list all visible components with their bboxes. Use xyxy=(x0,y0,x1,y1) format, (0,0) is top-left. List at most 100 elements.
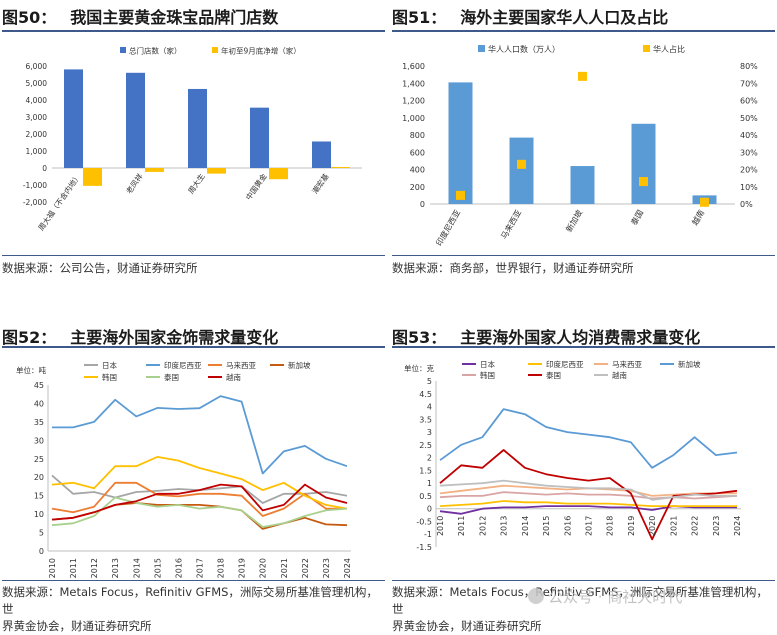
fig53-xtick-11: 2021 xyxy=(669,516,678,536)
fig51-ytick-0: 0 xyxy=(420,200,425,209)
fig52-panel: 图52： 主要海外国家金饰需求量变化 单位：吨 日本 印度尼西亚 马来西亚 新加坡 韩国 泰国… xyxy=(2,324,385,633)
fig53-xtick-7: 2017 xyxy=(585,516,594,536)
fig51-marker-4 xyxy=(700,197,709,207)
fig52-number: 图52： xyxy=(2,328,57,347)
fig50-bar-s0-3 xyxy=(250,107,269,168)
watermark: 公众号 · 商社大时代 xyxy=(528,586,682,607)
fig52-legend-label-4: 韩国 xyxy=(102,372,117,382)
fig50-bar-s0-1 xyxy=(126,72,145,168)
fig52-ytick-9: 45 xyxy=(34,381,44,390)
fig52-ytick-2: 10 xyxy=(34,510,44,519)
fig53-legend-label-4: 韩国 xyxy=(480,370,495,380)
fig51-xtick-4: 越南 xyxy=(690,208,707,227)
fig50-bottom-rule xyxy=(2,255,385,256)
fig50-legend-swatch-0 xyxy=(120,47,126,53)
fig52-legend-label-3: 新加坡 xyxy=(288,360,311,370)
fig53-xtick-0: 2010 xyxy=(436,516,445,536)
fig53-ytick-10: 3.5 xyxy=(419,415,432,424)
fig51-xtick-0: 印度尼西亚 xyxy=(434,208,463,248)
fig53-xtick-1: 2011 xyxy=(457,516,466,536)
fig51-legend-swatch-1 xyxy=(643,45,650,52)
fig50-title: 图50： 我国主要黄金珠宝品牌门店数 xyxy=(2,4,278,30)
fig53-ytick-9: 3 xyxy=(427,428,432,437)
fig53-xtick-9: 2019 xyxy=(627,516,636,536)
fig52-xtick-10: 2020 xyxy=(259,558,268,578)
fig52-xtick-12: 2022 xyxy=(301,558,310,578)
fig51-y2tick-7: 70% xyxy=(740,79,758,88)
fig51-y2tick-2: 20% xyxy=(740,166,758,175)
fig53-xtick-8: 2018 xyxy=(606,516,615,536)
fig53-xtick-3: 2013 xyxy=(500,516,509,536)
fig52-ytick-6: 30 xyxy=(34,436,44,445)
fig51-y2tick-4: 40% xyxy=(740,131,758,140)
fig53-ytick-6: 1.5 xyxy=(419,466,432,475)
fig53-legend-label-2: 马来西亚 xyxy=(612,360,642,369)
fig52-legend-label-6: 越南 xyxy=(226,372,241,382)
fig50-title-text: 我国主要黄金珠宝品牌门店数 xyxy=(70,8,279,27)
fig52-ytick-4: 20 xyxy=(34,473,44,482)
fig51-y2tick-8: 80% xyxy=(740,62,758,71)
fig53-line-4 xyxy=(439,491,738,500)
fig51-marker-0 xyxy=(456,190,465,200)
fig53-line-6 xyxy=(439,479,737,501)
fig50-bar-s1-4 xyxy=(331,166,350,168)
fig52-title-text: 主要海外国家金饰需求量变化 xyxy=(70,328,279,347)
fig50-top-rule xyxy=(2,30,385,32)
fig50-ytick-3: 1,000 xyxy=(26,147,48,156)
fig52-ytick-1: 5 xyxy=(39,529,44,538)
fig53-source-line1: 数据来源：Metals Focus，Refinitiv GFMS，洲际交易所基准… xyxy=(392,585,768,616)
fig50-ytick-1: -1,000 xyxy=(23,181,47,190)
fig50-bar-s0-2 xyxy=(188,88,207,168)
fig52-xtick-2: 2012 xyxy=(90,558,99,578)
fig51-y2tick-5: 50% xyxy=(740,114,758,123)
fig51-y2tick-6: 60% xyxy=(740,97,758,106)
fig51-ytick-8: 1,600 xyxy=(402,62,425,71)
fig51-xtick-1: 马来西亚 xyxy=(499,209,523,241)
fig53-ytick-12: 4.5 xyxy=(419,390,432,399)
fig52-source-line2: 界黄金协会，财通证券研究所 xyxy=(2,619,152,633)
fig53-xtick-10: 2020 xyxy=(648,516,657,536)
fig53-legend-label-6: 越南 xyxy=(612,370,627,380)
fig51-ytick-3: 600 xyxy=(410,148,425,157)
fig52-legend-label-2: 马来西亚 xyxy=(226,361,256,370)
fig52-ytick-0: 0 xyxy=(39,547,44,556)
fig51-ytick-5: 1,000 xyxy=(402,114,425,123)
fig52-ytick-3: 15 xyxy=(34,492,44,501)
fig50-bar-s1-0 xyxy=(83,168,102,186)
wechat-icon xyxy=(528,588,544,604)
fig50-number: 图50： xyxy=(2,8,57,27)
fig53-xtick-2: 2012 xyxy=(478,516,487,536)
fig50-legend-swatch-1 xyxy=(212,47,218,53)
fig53-panel: 图53： 主要海外国家人均消费需求量变化 单位：克 日本 印度尼西亚 马来西亚 新加坡 韩国… xyxy=(392,324,775,633)
fig53-xtick-14: 2024 xyxy=(733,516,742,536)
fig50-ytick-8: 6,000 xyxy=(26,62,48,71)
fig51-y2tick-0: 0% xyxy=(740,200,753,209)
fig53-ytick-1: -1 xyxy=(424,530,432,539)
fig52-source-line1: 数据来源：Metals Focus，Refinitiv GFMS，洲际交易所基准… xyxy=(2,585,378,616)
watermark-text: 公众号 · 商社大时代 xyxy=(548,588,683,606)
fig51-legend-swatch-0 xyxy=(478,45,485,52)
fig50-bar-s1-1 xyxy=(145,168,164,172)
fig52-xtick-3: 2013 xyxy=(111,558,120,578)
fig53-unit: 单位：克 xyxy=(404,363,434,373)
fig52-xtick-14: 2024 xyxy=(343,558,352,578)
fig52-ytick-7: 35 xyxy=(34,418,44,427)
fig51-xtick-2: 新加坡 xyxy=(564,208,585,234)
fig52-title: 图52： 主要海外国家金饰需求量变化 xyxy=(2,324,278,350)
fig53-xtick-4: 2014 xyxy=(521,516,530,536)
fig53-xtick-12: 2022 xyxy=(691,516,700,536)
fig51-y2tick-1: 10% xyxy=(740,183,758,192)
fig50-xtick-4: 潮宏基 xyxy=(310,171,331,196)
fig51-ytick-7: 1,400 xyxy=(402,79,425,88)
fig53-source-line2: 界黄金协会，财通证券研究所 xyxy=(392,619,542,633)
fig53-top-rule xyxy=(392,346,775,348)
fig53-legend-label-0: 日本 xyxy=(480,359,495,369)
fig50-source: 数据来源：公司公告，财通证券研究所 xyxy=(2,261,198,275)
fig52-xtick-0: 2010 xyxy=(48,558,57,578)
fig52-xtick-4: 2014 xyxy=(132,558,141,578)
fig51-ytick-2: 400 xyxy=(410,166,425,175)
fig53-ytick-13: 5 xyxy=(427,377,432,386)
fig53-ytick-0: -1.5 xyxy=(416,543,432,552)
fig52-xtick-11: 2021 xyxy=(280,558,289,578)
